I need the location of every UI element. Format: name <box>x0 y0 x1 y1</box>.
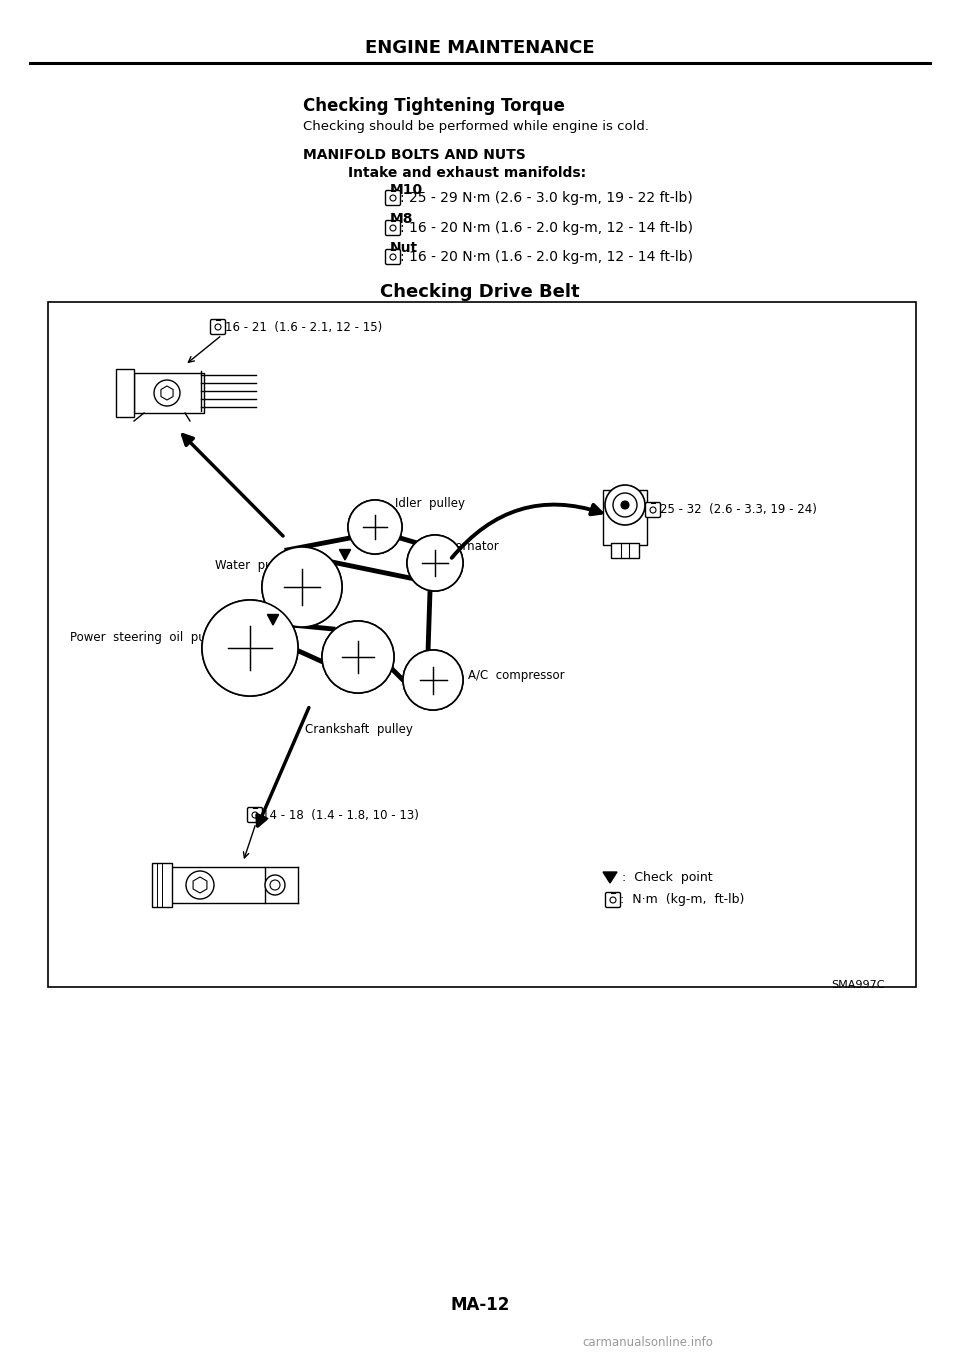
Circle shape <box>348 500 402 554</box>
Polygon shape <box>193 877 207 894</box>
FancyBboxPatch shape <box>386 220 400 235</box>
Text: A/C  compressor: A/C compressor <box>468 669 564 683</box>
Circle shape <box>322 621 394 693</box>
Circle shape <box>186 870 214 899</box>
FancyBboxPatch shape <box>210 319 226 334</box>
Text: : 16 - 20 N·m (1.6 - 2.0 kg-m, 12 - 14 ft-lb): : 16 - 20 N·m (1.6 - 2.0 kg-m, 12 - 14 f… <box>400 250 693 263</box>
Text: ENGINE MAINTENANCE: ENGINE MAINTENANCE <box>365 39 595 57</box>
Text: 14 - 18  (1.4 - 1.8, 10 - 13): 14 - 18 (1.4 - 1.8, 10 - 13) <box>262 808 419 822</box>
Circle shape <box>407 535 463 591</box>
Text: Crankshaft  pulley: Crankshaft pulley <box>305 724 413 736</box>
Bar <box>603 490 647 545</box>
Text: MANIFOLD BOLTS AND NUTS: MANIFOLD BOLTS AND NUTS <box>303 148 526 162</box>
Polygon shape <box>603 872 617 883</box>
Text: 25 - 32  (2.6 - 3.3, 19 - 24): 25 - 32 (2.6 - 3.3, 19 - 24) <box>660 504 817 516</box>
Polygon shape <box>268 615 278 625</box>
Circle shape <box>252 812 258 818</box>
FancyBboxPatch shape <box>248 808 262 823</box>
Polygon shape <box>340 550 350 559</box>
Circle shape <box>650 507 656 513</box>
Text: Checking Drive Belt: Checking Drive Belt <box>380 282 580 301</box>
Text: : 25 - 29 N·m (2.6 - 3.0 kg-m, 19 - 22 ft-lb): : 25 - 29 N·m (2.6 - 3.0 kg-m, 19 - 22 f… <box>400 191 693 205</box>
Bar <box>170 866 265 903</box>
Circle shape <box>262 547 342 627</box>
Circle shape <box>154 380 180 406</box>
Circle shape <box>605 485 645 526</box>
Circle shape <box>202 600 298 697</box>
Circle shape <box>621 501 629 509</box>
Bar <box>611 543 639 558</box>
Bar <box>134 373 204 413</box>
Circle shape <box>322 621 394 693</box>
Text: Nut: Nut <box>390 240 419 255</box>
Circle shape <box>390 254 396 259</box>
Circle shape <box>613 493 637 517</box>
Circle shape <box>270 880 280 889</box>
Text: : 16 - 20 N·m (1.6 - 2.0 kg-m, 12 - 14 ft-lb): : 16 - 20 N·m (1.6 - 2.0 kg-m, 12 - 14 f… <box>400 221 693 235</box>
Circle shape <box>262 547 342 627</box>
FancyBboxPatch shape <box>645 502 660 517</box>
Text: M8: M8 <box>390 212 414 225</box>
Text: Checking Tightening Torque: Checking Tightening Torque <box>303 96 564 115</box>
Bar <box>152 862 172 907</box>
Bar <box>48 301 916 987</box>
FancyBboxPatch shape <box>386 190 400 205</box>
Text: Idler  pulley: Idler pulley <box>395 497 465 509</box>
Circle shape <box>407 535 463 591</box>
Text: M10: M10 <box>390 183 423 197</box>
Circle shape <box>202 600 298 697</box>
Circle shape <box>265 875 285 895</box>
Text: SMA997C: SMA997C <box>831 980 885 990</box>
Circle shape <box>215 325 221 330</box>
Text: Water  pump: Water pump <box>215 559 292 573</box>
Text: MA-12: MA-12 <box>450 1296 510 1315</box>
Polygon shape <box>161 386 173 401</box>
Text: Alternator: Alternator <box>440 540 500 554</box>
Circle shape <box>390 196 396 201</box>
Circle shape <box>403 650 463 710</box>
Circle shape <box>348 500 402 554</box>
Circle shape <box>403 650 463 710</box>
FancyBboxPatch shape <box>386 250 400 265</box>
Circle shape <box>390 225 396 231</box>
Bar <box>116 369 134 417</box>
Text: Intake and exhaust manifolds:: Intake and exhaust manifolds: <box>348 166 587 181</box>
Text: Power  steering  oil  pump: Power steering oil pump <box>70 631 225 645</box>
FancyBboxPatch shape <box>606 892 620 907</box>
Text: :  Check  point: : Check point <box>622 870 712 884</box>
Text: carmanualsonline.info: carmanualsonline.info <box>583 1336 713 1350</box>
Text: Checking should be performed while engine is cold.: Checking should be performed while engin… <box>303 120 649 133</box>
Circle shape <box>610 898 616 903</box>
Text: 16 - 21  (1.6 - 2.1, 12 - 15): 16 - 21 (1.6 - 2.1, 12 - 15) <box>225 320 382 334</box>
Text: :  N·m  (kg-m,  ft-lb): : N·m (kg-m, ft-lb) <box>620 894 744 907</box>
